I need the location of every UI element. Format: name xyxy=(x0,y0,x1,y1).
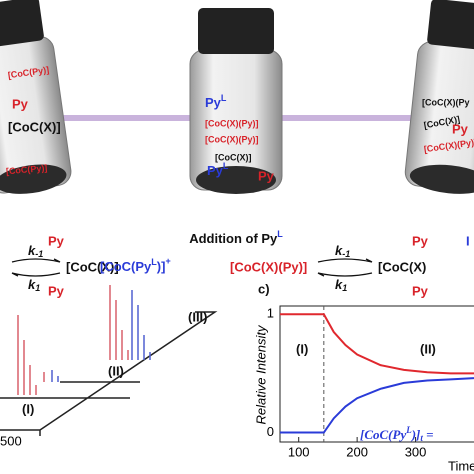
rate-constant: k-1 xyxy=(28,243,43,259)
vial-label: [CoC(X)] xyxy=(215,152,252,162)
species: [CoC(X) xyxy=(378,259,426,274)
vial-middle xyxy=(189,8,283,194)
species: [CoC(X)] xyxy=(66,259,119,274)
vial-label: PyL xyxy=(207,161,229,178)
vial-label: Py xyxy=(258,168,275,183)
axis-label: 500 xyxy=(0,433,22,448)
trace-label: (III) xyxy=(188,309,208,324)
ligand: Py xyxy=(48,283,65,298)
ligand: Py xyxy=(412,233,429,248)
x-tick-label: 200 xyxy=(346,444,368,459)
annotation: (I) xyxy=(296,341,308,356)
vial-label: [CoC(X)(Py xyxy=(422,97,470,107)
rate-constant: k1 xyxy=(28,277,40,293)
x-axis-label: Time (s xyxy=(448,458,474,473)
trace-label: (II) xyxy=(108,363,124,378)
y-tick-label: 1 xyxy=(267,306,274,321)
vial-right xyxy=(404,0,474,194)
formula: [CoC(PyL)]t = xyxy=(360,425,434,443)
rate-constant: k-1 xyxy=(335,243,350,259)
vial-label: [CoC(X)(Py)] xyxy=(205,118,259,128)
x-tick-label: 100 xyxy=(288,444,310,459)
series-line xyxy=(280,313,474,375)
ligand: Py xyxy=(48,233,65,248)
species: [CoC(X)(Py)] xyxy=(230,259,307,274)
ion-label: [CoC(PyL)]+ xyxy=(100,256,171,274)
vial-label: [CoC(X)(Py)] xyxy=(205,134,259,144)
chart: 0 1 100 200 300 xyxy=(267,305,474,459)
vial-left xyxy=(0,0,72,194)
vial-label: [CoC(X)] xyxy=(8,119,61,134)
equilibrium-arrows xyxy=(11,258,373,277)
spectrum xyxy=(0,285,218,436)
x-tick-label: 300 xyxy=(405,444,427,459)
ligand: I xyxy=(466,233,470,248)
panel-label: c) xyxy=(258,281,270,296)
rate-constant: k1 xyxy=(335,277,347,293)
trace-label: (I) xyxy=(22,401,34,416)
y-axis-label: Relative Intensity xyxy=(253,324,268,424)
series-line xyxy=(280,377,474,434)
vial-label: [CoC(Py)] xyxy=(6,163,48,177)
vial-label: Py xyxy=(452,121,469,136)
y-tick-label: 0 xyxy=(267,424,274,439)
ligand: Py xyxy=(412,283,429,298)
plot-frame xyxy=(279,305,474,443)
caption: Addition of PyL xyxy=(189,229,283,246)
vial-label: Py xyxy=(12,96,29,111)
annotation: (II) xyxy=(420,341,436,356)
vial-label: PyL xyxy=(205,93,227,110)
